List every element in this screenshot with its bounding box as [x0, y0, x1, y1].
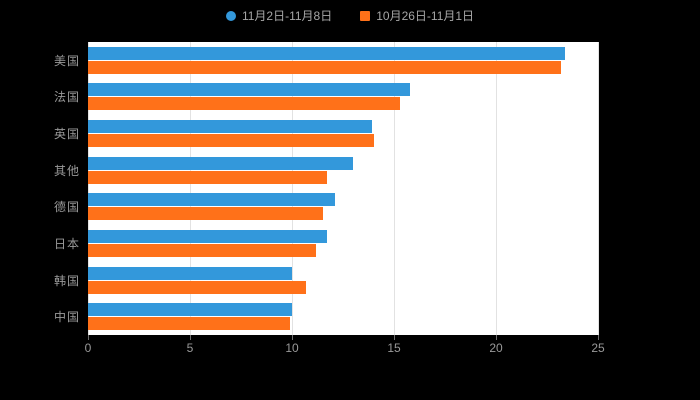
- bar-group-5: [88, 189, 598, 226]
- bar-series2-3[interactable]: [88, 134, 374, 148]
- bar-series1-2[interactable]: [88, 83, 411, 97]
- legend-item-series2[interactable]: 10月26日-11月1日: [360, 10, 474, 22]
- bar-series2-6[interactable]: [88, 243, 317, 257]
- x-axis-label-5: 5: [186, 341, 194, 355]
- y-axis-label-3: 英国: [53, 127, 80, 142]
- bar-rows: [88, 42, 598, 335]
- gridline: [190, 42, 191, 335]
- bar-series2-5[interactable]: [88, 207, 323, 221]
- plot-area: [88, 42, 599, 335]
- bar-group-8: [88, 298, 598, 335]
- bar-group-6: [88, 225, 598, 262]
- y-axis-label-4: 其他: [53, 163, 80, 178]
- x-axis-label-0: 0: [84, 341, 92, 355]
- y-axis-label-1: 美国: [53, 53, 80, 68]
- axis-tick: [394, 335, 395, 340]
- bar-series2-4[interactable]: [88, 170, 327, 184]
- bar-series1-4[interactable]: [88, 156, 354, 170]
- x-axis-labels: 0 5 10 15 20 25: [84, 341, 605, 357]
- axis-tick: [598, 335, 599, 340]
- y-axis-label-2: 法国: [53, 90, 80, 105]
- bar-group-7: [88, 262, 598, 299]
- legend-circle-marker-icon: [225, 11, 236, 21]
- axis-tick: [190, 335, 191, 340]
- legend-label-series2: 10月26日-11月1日: [376, 9, 475, 23]
- gridline: [598, 42, 599, 335]
- x-axis-label-10: 10: [285, 341, 299, 355]
- y-axis-label-5: 德国: [53, 200, 80, 215]
- x-axis-label-20: 20: [489, 341, 503, 355]
- gridline: [292, 42, 293, 335]
- gridline: [394, 42, 395, 335]
- bar-series2-7[interactable]: [88, 280, 307, 294]
- y-axis-label-7: 韩国: [53, 273, 80, 288]
- chart-legend: 11月2日-11月8日 10月26日-11月1日: [0, 5, 700, 27]
- y-axis-label-8: 中国: [53, 310, 80, 325]
- bar-group-3: [88, 115, 598, 152]
- x-axis-ticks: [88, 335, 599, 340]
- axis-tick: [88, 335, 89, 340]
- legend-square-marker-icon: [360, 11, 371, 21]
- x-axis-label-25: 25: [591, 341, 605, 355]
- bar-series1-3[interactable]: [88, 120, 372, 134]
- y-axis-labels: 美国法国英国其他德国日本韩国中国: [0, 42, 80, 335]
- bar-group-1: [88, 42, 598, 79]
- bar-series2-2[interactable]: [88, 97, 401, 111]
- bar-series1-6[interactable]: [88, 229, 327, 243]
- bar-series1-5[interactable]: [88, 193, 335, 207]
- gridline: [496, 42, 497, 335]
- axis-tick: [292, 335, 293, 340]
- bar-series1-8[interactable]: [88, 303, 292, 317]
- legend-item-series1[interactable]: 11月2日-11月8日: [225, 9, 333, 23]
- gridline: [88, 42, 89, 335]
- x-axis-label-15: 15: [387, 341, 401, 355]
- bar-series2-1[interactable]: [88, 60, 562, 74]
- bar-series1-7[interactable]: [88, 266, 292, 280]
- y-axis-label-6: 日本: [53, 236, 80, 251]
- legend-label-series1: 11月2日-11月8日: [241, 9, 333, 23]
- bar-series1-1[interactable]: [88, 46, 566, 60]
- axis-tick: [496, 335, 497, 340]
- bar-group-2: [88, 79, 598, 116]
- bar-series2-8[interactable]: [88, 317, 290, 331]
- bar-group-4: [88, 152, 598, 189]
